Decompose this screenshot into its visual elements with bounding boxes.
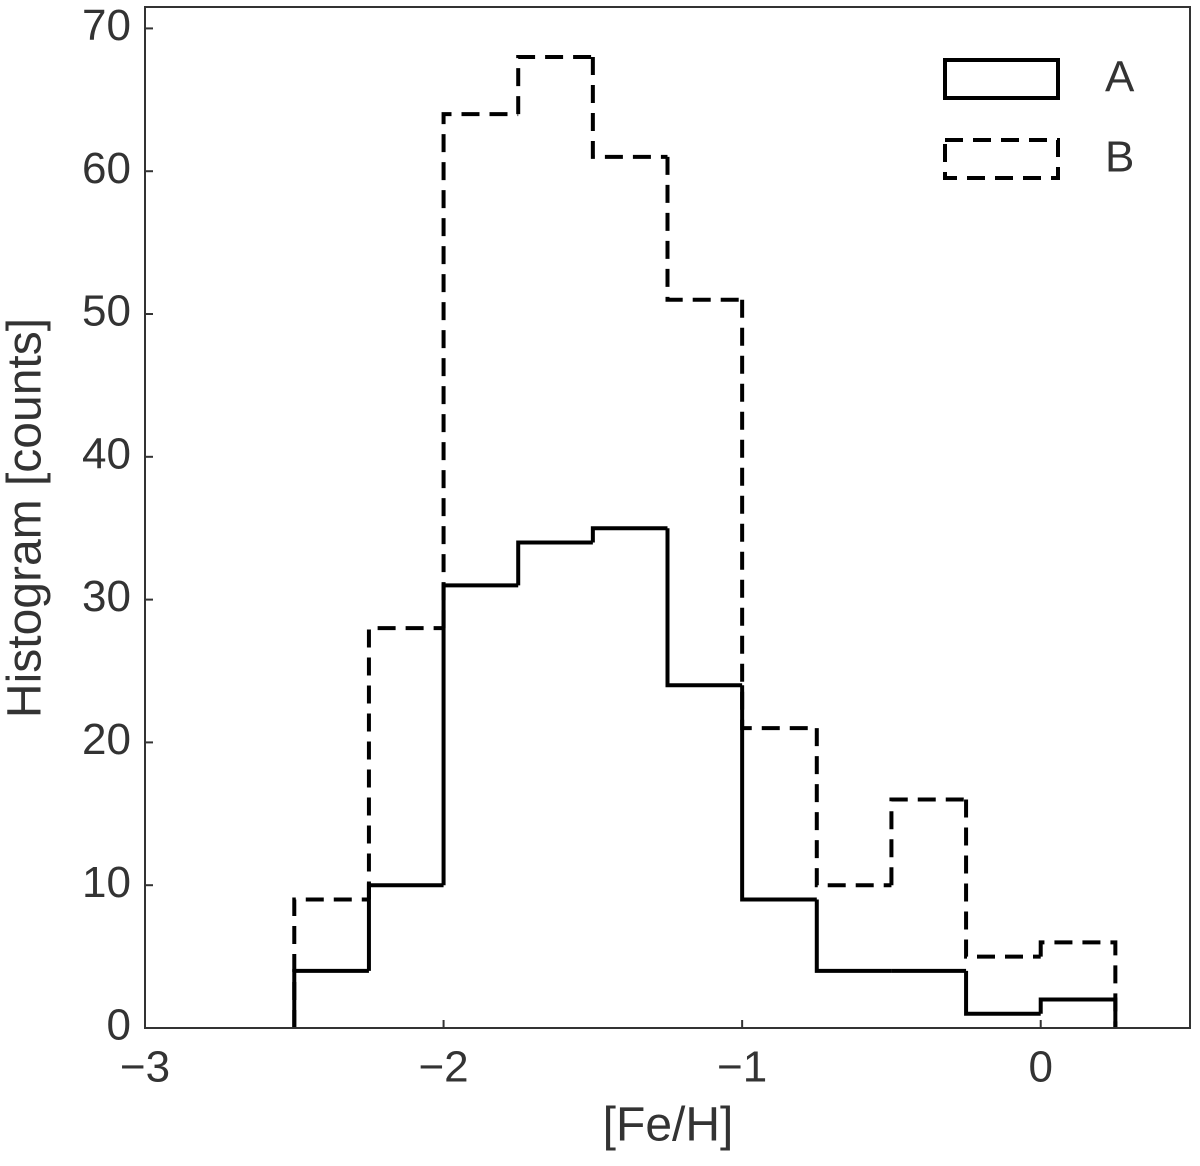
y-tick-label: 50	[82, 287, 131, 336]
histogram-bin	[590, 526, 668, 543]
histogram-bin	[516, 540, 593, 586]
histogram-bin	[1038, 940, 1118, 1028]
y-tick-label: 20	[82, 715, 131, 764]
y-tick-label: 40	[82, 429, 131, 478]
histogram-bin	[964, 970, 1041, 1016]
histogram-bin	[740, 685, 817, 902]
x-tick-label: −1	[717, 1043, 767, 1092]
histogram-bin	[814, 899, 892, 973]
histogram-bin	[665, 528, 743, 688]
histogram-bin	[590, 56, 668, 159]
plot-frame	[144, 6, 1191, 1029]
histogram-bin	[964, 799, 1041, 959]
histogram-bin	[292, 897, 369, 1028]
histogram-bin	[366, 626, 444, 900]
histogram-bin	[366, 883, 444, 971]
x-axis-label: [Fe/H]	[603, 1099, 734, 1152]
histogram-bin	[665, 156, 743, 302]
histogram-bin	[889, 797, 967, 886]
x-tick-label: −2	[418, 1043, 468, 1092]
y-axis-label: Histogram [counts]	[0, 318, 52, 718]
histogram-bin	[516, 54, 593, 115]
histogram-bin	[441, 112, 519, 629]
legend-label: A	[1105, 53, 1135, 102]
y-tick-label: 70	[82, 1, 131, 50]
legend-swatch	[943, 138, 1060, 180]
y-tick-label: 10	[82, 858, 131, 907]
histogram-bin	[292, 968, 369, 1028]
legend-label: B	[1105, 133, 1134, 182]
histogram-bin	[441, 583, 519, 886]
legend-swatch	[943, 58, 1060, 100]
y-tick-label: 0	[107, 1001, 131, 1050]
y-tick-label: 30	[82, 572, 131, 621]
y-tick-label: 60	[82, 144, 131, 193]
histogram-bin	[1038, 997, 1118, 1028]
x-tick-label: 0	[1028, 1043, 1052, 1092]
histogram-bin	[740, 299, 817, 731]
histogram-bin	[814, 728, 892, 888]
x-tick-label: −3	[120, 1043, 170, 1092]
